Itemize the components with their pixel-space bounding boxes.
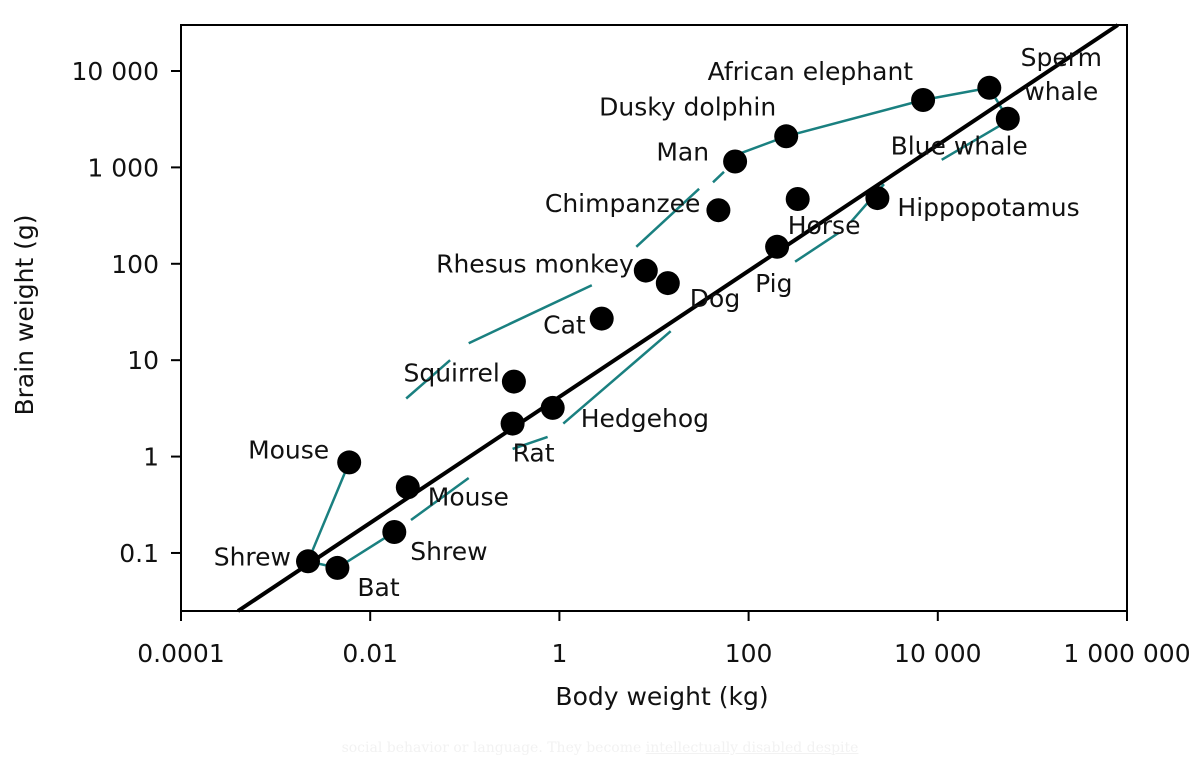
point-squirrel [501, 369, 526, 394]
connector-upper-hull-5 [712, 170, 725, 184]
y-tick-label: 10 [127, 346, 159, 375]
point-label-horse: Horse [788, 211, 861, 240]
point-mouse-b [395, 475, 420, 500]
data-points [296, 75, 1020, 580]
point-label-hippopotamus: Hippopotamus [897, 193, 1079, 222]
point-mouse-a [337, 450, 362, 475]
point-shrew-b [382, 520, 407, 544]
background-footer-text: social behavior or language. They become… [0, 740, 1200, 756]
point-hippopotamus [865, 186, 890, 211]
point-label-blue-whale: Blue whale [891, 132, 1028, 161]
point-label-rat: Rat [513, 439, 555, 468]
point-label-african-elephant: African elephant [708, 57, 914, 86]
connector-lower-hull-7 [941, 124, 1001, 161]
y-tick-label: 10 000 [72, 57, 159, 86]
trend-line [236, 23, 1119, 613]
y-axis-ticks: 0.1 1 10 100 1 000 10 000 [72, 57, 181, 568]
point-pig [765, 234, 790, 259]
point-rat [500, 411, 525, 436]
footer-link[interactable]: intellectually disabled despite [645, 740, 859, 756]
point-label-pig: Pig [755, 269, 792, 298]
y-tick-label: 1 [143, 443, 159, 472]
y-tick-label: 100 [111, 250, 159, 279]
point-label-rhesus-monkey: Rhesus monkey [436, 250, 634, 279]
point-label-dog: Dog [690, 284, 740, 313]
point-chimpanzee [706, 198, 731, 223]
point-label-mouse-b: Mouse [428, 482, 509, 511]
connector-lower-hull-3 [512, 435, 549, 451]
point-african-elephant [911, 88, 936, 112]
point-shrew-a [296, 549, 320, 574]
x-tick-label: 10 000 [894, 639, 981, 668]
connector-upper-hull-3 [468, 284, 593, 345]
plot-frame [180, 24, 1128, 612]
y-axis-label: Brain weight (g) [10, 214, 39, 415]
point-cat [589, 306, 614, 331]
connector-lower-hull-2 [410, 476, 470, 522]
x-tick-label: 1 000 000 [1063, 639, 1190, 668]
point-label-shrew-a: Shrew [214, 542, 291, 571]
point-label-squirrel: Squirrel [403, 359, 499, 388]
point-rhesus-monkey [633, 258, 658, 283]
point-label-bat: Bat [357, 573, 399, 602]
point-man [723, 149, 748, 174]
y-tick-label: 1 000 [87, 153, 159, 182]
connector-lower-hull-5 [794, 231, 840, 263]
y-tick-label: 0.1 [119, 539, 159, 568]
point-dog [655, 271, 680, 296]
x-tick-label: 100 [725, 639, 773, 668]
point-sperm-whale [977, 75, 1002, 100]
x-axis-ticks: 0.0001 0.01 1 100 10 000 1 000 000 [137, 611, 1191, 668]
point-label-hedgehog: Hedgehog [581, 404, 709, 433]
connector-lower-hull-4 [562, 330, 672, 425]
x-tick-label: 1 [551, 639, 567, 668]
point-label-dusky-dolphin: Dusky dolphin [599, 92, 776, 121]
point-label-mouse-a: Mouse [248, 435, 329, 464]
point-label-chimpanzee: Chimpanzee [545, 189, 701, 218]
x-axis-label: Body weight (kg) [555, 682, 768, 711]
point-dusky-dolphin [774, 124, 799, 149]
x-tick-label: 0.01 [342, 639, 398, 668]
footer-text-before: social behavior or language. They become [341, 740, 646, 756]
connector-upper-hull-2 [405, 359, 451, 400]
point-horse [785, 187, 810, 211]
connector-upper-hull-4 [635, 187, 700, 248]
point-label-cat: Cat [543, 311, 586, 340]
point-label-shrew-b: Shrew [410, 537, 487, 566]
point-blue-whale [995, 106, 1020, 131]
x-tick-label: 0.0001 [137, 639, 224, 668]
point-label-man: Man [656, 138, 709, 167]
point-bat [325, 555, 350, 580]
point-labels: ShrewBatMouseShrewMouseRatSquirrelHedgeh… [214, 43, 1102, 602]
point-label-sperm-whale: Sperm whale [1021, 43, 1102, 106]
point-hedgehog [540, 395, 565, 420]
